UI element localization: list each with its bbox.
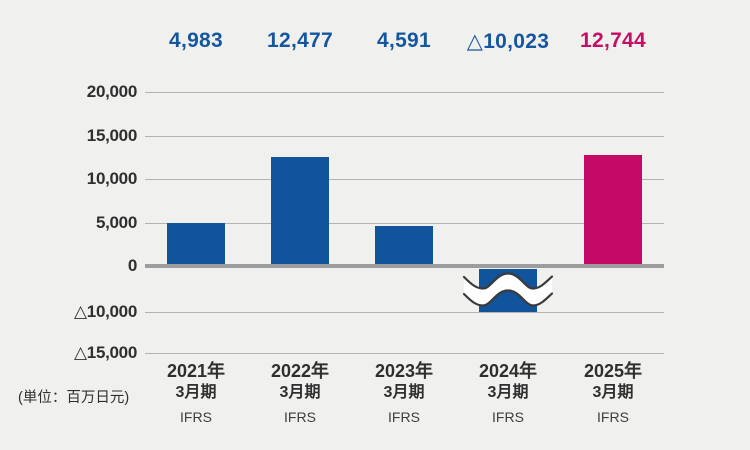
x-category-label: 2022年 3月期 IFRS bbox=[220, 361, 380, 425]
category-period: 3月期 bbox=[383, 384, 425, 401]
bar-value-label: 4,983 bbox=[168, 29, 224, 52]
category-year: 2022年 bbox=[270, 361, 330, 381]
y-tick-label: △10,000 bbox=[74, 302, 137, 321]
x-category-label: 2024年 3月期 IFRS bbox=[428, 361, 588, 425]
category-standard: IFRS bbox=[388, 409, 420, 425]
y-tick-label: 0 bbox=[127, 256, 137, 275]
y-tick-label: 5,000 bbox=[95, 213, 137, 232]
category-year: 2023年 bbox=[374, 361, 434, 381]
category-period: 3月期 bbox=[487, 384, 529, 401]
gridline bbox=[145, 136, 664, 137]
category-year: 2024年 bbox=[478, 361, 538, 381]
y-tick-label: 15,000 bbox=[86, 126, 138, 145]
category-standard: IFRS bbox=[284, 409, 316, 425]
x-category-label: 2021年 3月期 IFRS bbox=[116, 361, 276, 425]
x-category-label: 2023年 3月期 IFRS bbox=[324, 361, 484, 425]
bar bbox=[271, 157, 329, 264]
bar-value-label: 4,591 bbox=[376, 29, 432, 52]
bar-value-label: △10,023 bbox=[466, 30, 550, 53]
x-category-label: 2025年 3月期 IFRS bbox=[533, 361, 693, 425]
gridline bbox=[145, 92, 664, 93]
gridline bbox=[145, 179, 664, 180]
category-period: 3月期 bbox=[592, 384, 634, 401]
unit-label: (単位：百万日元) bbox=[18, 390, 130, 406]
bar-value-label: 12,744 bbox=[579, 29, 647, 52]
category-standard: IFRS bbox=[180, 409, 212, 425]
bar bbox=[375, 226, 433, 264]
axis-break-wave-icon bbox=[462, 272, 554, 307]
category-standard: IFRS bbox=[492, 409, 524, 425]
gridline bbox=[145, 312, 664, 313]
gridline bbox=[145, 353, 664, 354]
bar-value-label: 12,477 bbox=[266, 29, 334, 52]
y-tick-label: 20,000 bbox=[86, 82, 138, 101]
category-period: 3月期 bbox=[279, 384, 321, 401]
gridline bbox=[145, 223, 664, 224]
y-tick-label: 10,000 bbox=[86, 169, 138, 188]
zero-baseline bbox=[145, 264, 664, 268]
category-period: 3月期 bbox=[175, 384, 217, 401]
bar bbox=[167, 223, 225, 264]
category-year: 2025年 bbox=[583, 361, 643, 381]
bar bbox=[584, 155, 642, 264]
category-standard: IFRS bbox=[597, 409, 629, 425]
category-year: 2021年 bbox=[166, 361, 226, 381]
y-tick-label: △15,000 bbox=[74, 343, 137, 362]
